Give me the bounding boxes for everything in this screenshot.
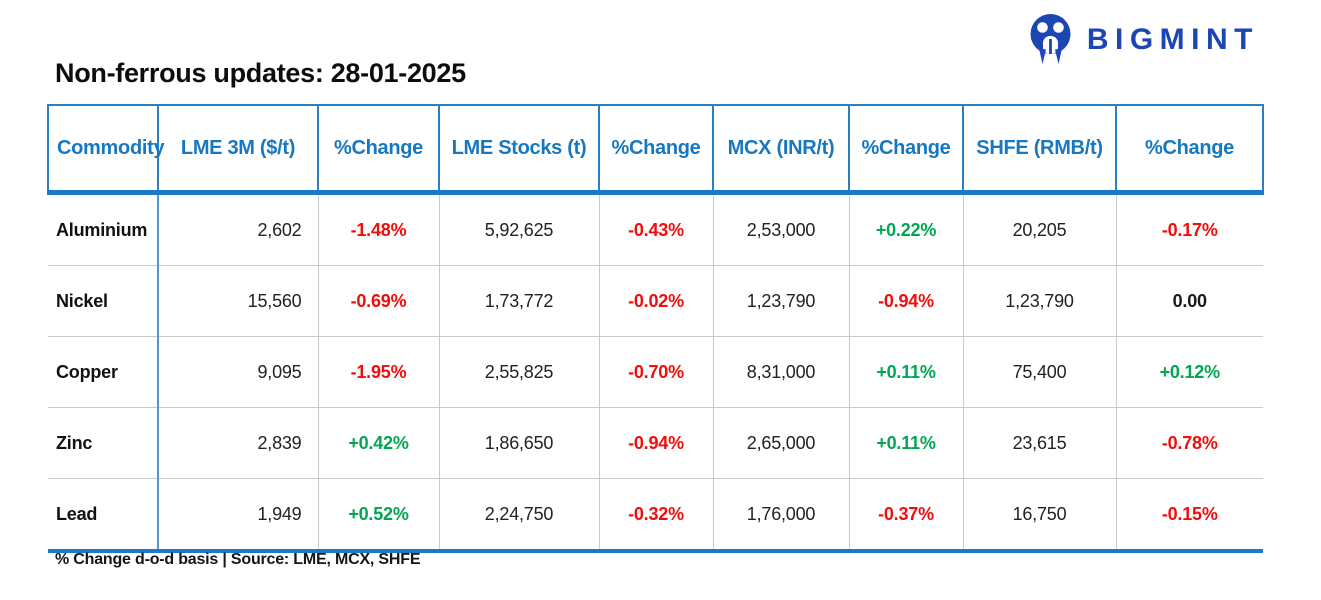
lme-3m-chg-cell: -1.48% bbox=[318, 192, 440, 266]
bigmint-logo: BIGMINT bbox=[1027, 14, 1259, 66]
stocks-chg-cell: -0.43% bbox=[599, 192, 714, 266]
col-header-mcx: MCX (INR/t) bbox=[712, 104, 850, 195]
lme-3m-cell: 2,839 bbox=[158, 407, 319, 479]
shfe-cell: 16,750 bbox=[963, 478, 1117, 553]
lme-3m-cell: 2,602 bbox=[158, 192, 319, 266]
source-footnote: % Change d-o-d basis | Source: LME, MCX,… bbox=[55, 551, 421, 568]
mcx-cell: 1,76,000 bbox=[713, 478, 850, 553]
col-header-lme-3m: LME 3M ($/t) bbox=[157, 104, 319, 195]
table-row-zinc: Zinc 2,839 +0.42% 1,86,650 -0.94% 2,65,0… bbox=[48, 407, 1263, 479]
table-row-nickel: Nickel 15,560 -0.69% 1,73,772 -0.02% 1,2… bbox=[48, 265, 1263, 337]
shfe-cell: 20,205 bbox=[963, 192, 1117, 266]
shfe-chg-cell: 0.00 bbox=[1116, 265, 1263, 337]
mcx-chg-cell: -0.37% bbox=[849, 478, 964, 553]
lme-3m-chg-cell: -1.95% bbox=[318, 336, 440, 408]
lme-3m-cell: 1,949 bbox=[158, 478, 319, 553]
col-header-shfe: SHFE (RMB/t) bbox=[962, 104, 1117, 195]
col-header-mcx-chg: %Change bbox=[848, 104, 964, 195]
commodity-cell: Copper bbox=[48, 336, 159, 408]
lme-3m-chg-cell: -0.69% bbox=[318, 265, 440, 337]
mcx-cell: 2,65,000 bbox=[713, 407, 850, 479]
shfe-chg-cell: -0.15% bbox=[1116, 478, 1263, 553]
stocks-chg-cell: -0.70% bbox=[599, 336, 714, 408]
mcx-chg-cell: +0.11% bbox=[849, 336, 964, 408]
table-row-lead: Lead 1,949 +0.52% 2,24,750 -0.32% 1,76,0… bbox=[48, 478, 1263, 553]
col-header-shfe-chg: %Change bbox=[1115, 104, 1264, 195]
lme-stocks-cell: 5,92,625 bbox=[439, 192, 600, 266]
commodity-cell: Nickel bbox=[48, 265, 159, 337]
page-title: Non-ferrous updates: 28-01-2025 bbox=[55, 58, 466, 88]
mcx-cell: 8,31,000 bbox=[713, 336, 850, 408]
commodity-cell: Zinc bbox=[48, 407, 159, 479]
lme-3m-cell: 9,095 bbox=[158, 336, 319, 408]
mcx-cell: 2,53,000 bbox=[713, 192, 850, 266]
lme-3m-chg-cell: +0.42% bbox=[318, 407, 440, 479]
lme-stocks-cell: 2,24,750 bbox=[439, 478, 600, 553]
col-header-commodity: Commodity bbox=[47, 104, 165, 195]
table-row-aluminium: Aluminium 2,602 -1.48% 5,92,625 -0.43% 2… bbox=[48, 192, 1263, 266]
lme-stocks-cell: 2,55,825 bbox=[439, 336, 600, 408]
mcx-cell: 1,23,790 bbox=[713, 265, 850, 337]
lme-3m-cell: 15,560 bbox=[158, 265, 319, 337]
stocks-chg-cell: -0.94% bbox=[599, 407, 714, 479]
shfe-chg-cell: -0.78% bbox=[1116, 407, 1263, 479]
lme-stocks-cell: 1,86,650 bbox=[439, 407, 600, 479]
shfe-chg-cell: +0.12% bbox=[1116, 336, 1263, 408]
header-row: Commodity LME 3M ($/t) %Change LME Stock… bbox=[47, 104, 1264, 195]
table-row-copper: Copper 9,095 -1.95% 2,55,825 -0.70% 8,31… bbox=[48, 336, 1263, 408]
non-ferrous-table: Commodity LME 3M ($/t) %Change LME Stock… bbox=[47, 104, 1264, 553]
stocks-chg-cell: -0.02% bbox=[599, 265, 714, 337]
mcx-chg-cell: +0.11% bbox=[849, 407, 964, 479]
bigmint-owl-icon bbox=[1027, 14, 1074, 66]
shfe-cell: 1,23,790 bbox=[963, 265, 1117, 337]
mcx-chg-cell: -0.94% bbox=[849, 265, 964, 337]
shfe-cell: 75,400 bbox=[963, 336, 1117, 408]
shfe-cell: 23,615 bbox=[963, 407, 1117, 479]
col-header-lme-3m-chg: %Change bbox=[317, 104, 440, 195]
commodity-cell: Aluminium bbox=[48, 192, 159, 266]
col-header-lme-stocks: LME Stocks (t) bbox=[438, 104, 600, 195]
stocks-chg-cell: -0.32% bbox=[599, 478, 714, 553]
brand-name: BIGMINT bbox=[1086, 23, 1259, 56]
lme-3m-chg-cell: +0.52% bbox=[318, 478, 440, 553]
commodity-cell: Lead bbox=[48, 478, 159, 553]
lme-stocks-cell: 1,73,772 bbox=[439, 265, 600, 337]
col-header-stocks-chg: %Change bbox=[598, 104, 714, 195]
shfe-chg-cell: -0.17% bbox=[1116, 192, 1263, 266]
mcx-chg-cell: +0.22% bbox=[849, 192, 964, 266]
